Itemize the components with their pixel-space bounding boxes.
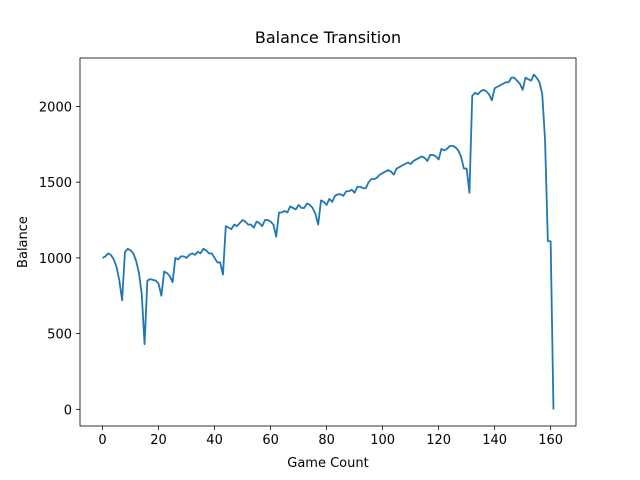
x-tick-label: 120 — [426, 433, 451, 448]
y-axis-label: Balance — [16, 216, 31, 268]
y-tick-label: 500 — [47, 328, 72, 343]
y-tick-label: 1500 — [39, 176, 72, 191]
x-tick-label: 100 — [370, 433, 395, 448]
x-tick-label: 20 — [150, 433, 167, 448]
x-tick-label: 160 — [538, 433, 563, 448]
x-tick-label: 60 — [262, 433, 279, 448]
x-tick-label: 140 — [482, 433, 507, 448]
y-tick-label: 0 — [64, 403, 72, 418]
chart-title: Balance Transition — [255, 28, 401, 47]
x-tick-label: 0 — [98, 433, 106, 448]
y-tick-label: 2000 — [39, 100, 72, 115]
line-series — [102, 73, 555, 410]
x-tick-label: 40 — [206, 433, 223, 448]
plot-frame — [79, 57, 577, 427]
y-tick-label: 1000 — [39, 252, 72, 267]
x-axis-label: Game Count — [287, 456, 368, 471]
x-tick-label: 80 — [318, 433, 335, 448]
